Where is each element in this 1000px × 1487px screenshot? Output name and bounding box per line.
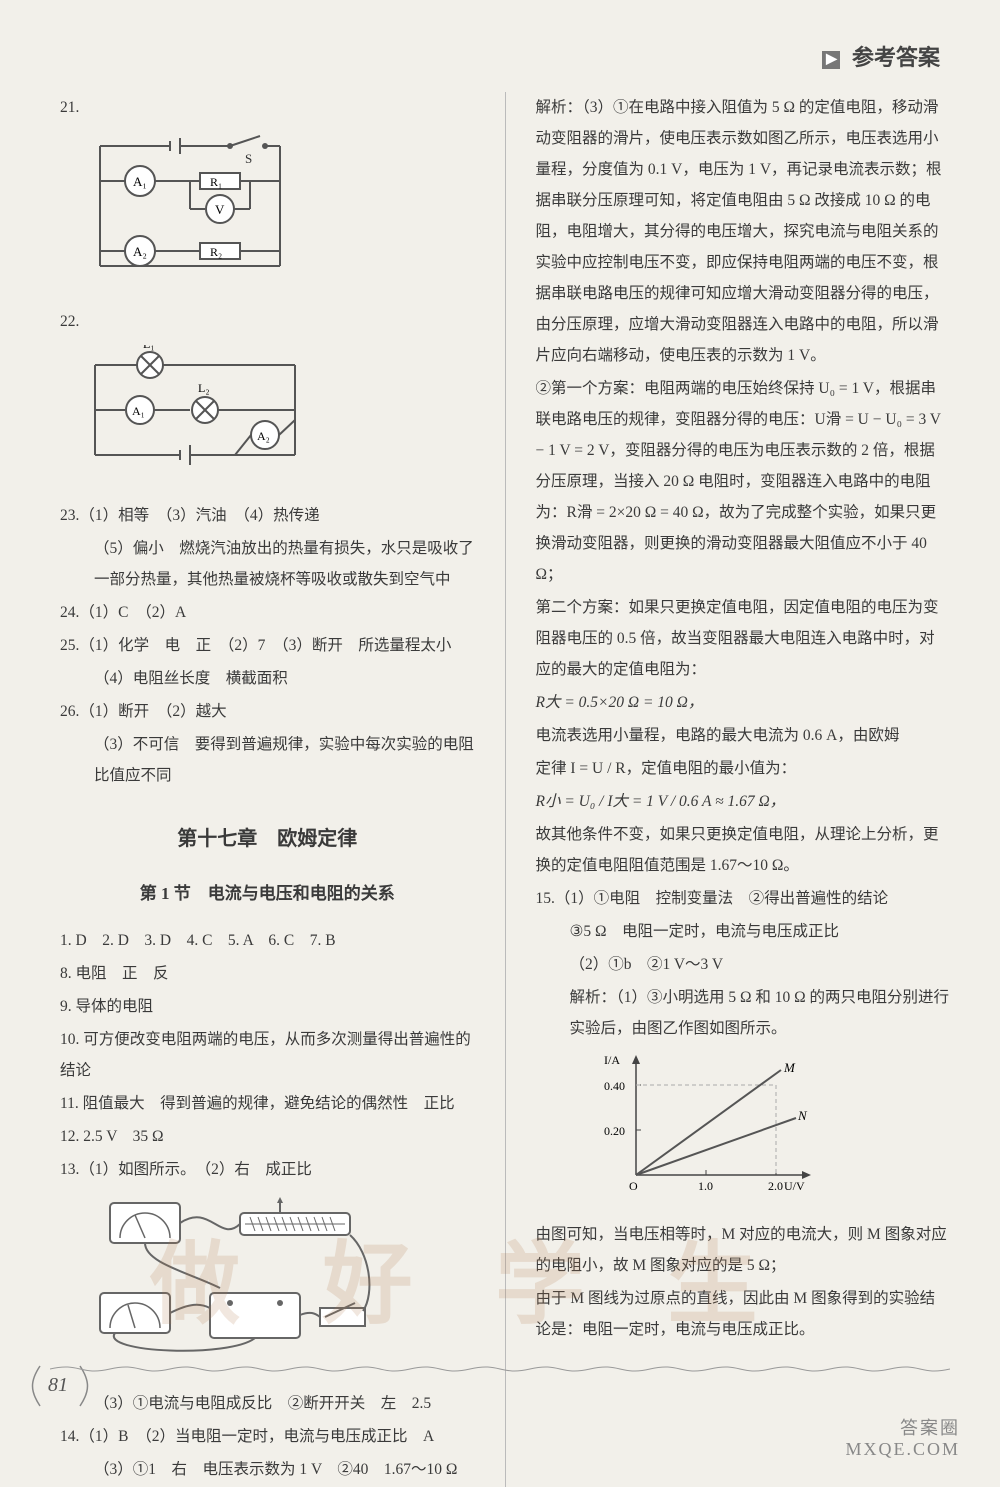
r-p5: 故其他条件不变，如果只更换定值电阻，从理论上分析，更换的定值电阻阻值范围是 1.…	[536, 819, 951, 881]
experiment-svg	[80, 1193, 380, 1363]
left-column: 21. S	[60, 92, 475, 1487]
r-a15a: 15.（1）①电阻 控制变量法 ②得出普遍性的结论	[536, 883, 951, 914]
r-a15d: 解析：（1）③小明选用 5 Ω 和 10 Ω 的两只电阻分别进行实验后，由图乙作…	[536, 982, 951, 1044]
circuit-22-svg: L₁ A₁ L₂ A₂	[80, 345, 310, 475]
r-p2: ②第一个方案：电阻两端的电压始终保持 U₀ = 1 V，根据串联电路电压的规律，…	[536, 373, 951, 590]
svg-text:1.0: 1.0	[698, 1179, 713, 1193]
svg-text:L₁: L₁	[143, 345, 155, 351]
column-separator	[505, 92, 506, 1487]
content-columns: 21. S	[60, 92, 950, 1487]
q24: 24.（1）C （2）A	[60, 597, 475, 628]
a1: 1. D 2. D 3. D 4. C 5. A 6. C 7. B	[60, 925, 475, 956]
watermark-line2: MXQE.COM	[845, 1439, 960, 1461]
a13c: （3）①电流与电阻成反比 ②断开开关 左 2.5	[60, 1388, 475, 1419]
svg-text:0.20: 0.20	[604, 1124, 625, 1138]
svg-text:0.40: 0.40	[604, 1079, 625, 1093]
a14b: （3）①1 右 电压表示数为 1 V ②40 1.67～10 Ω	[60, 1454, 475, 1485]
circuit-21: S A₁ R₁ V	[80, 131, 475, 292]
right-column: 解析：（3）①在电路中接入阻值为 5 Ω 的定值电阻，移动滑动变阻器的滑片，使电…	[536, 92, 951, 1487]
r-eq2b: R小 = U₀ / I大 = 1 V / 0.6 A ≈ 1.67 Ω，	[536, 786, 951, 817]
watermark-line1: 答案圈	[845, 1418, 960, 1440]
svg-text:R₁: R₁	[210, 175, 222, 189]
svg-text:A₂: A₂	[257, 429, 270, 443]
experiment-figure	[80, 1193, 475, 1374]
svg-text:L₂: L₂	[198, 381, 210, 395]
svg-text:2.0: 2.0	[768, 1179, 783, 1193]
r-eq1: R大 = 0.5×20 Ω = 10 Ω，	[536, 687, 951, 718]
a10: 10. 可方便改变电阻两端的电压，从而多次测量得出普遍性的结论	[60, 1024, 475, 1086]
header-title: 参考答案	[852, 45, 940, 70]
r-p3: 第二个方案：如果只更换定值电阻，因定值电阻的电压为变阻器电压的 0.5 倍，故当…	[536, 592, 951, 685]
q25: 25.（1）化学 电 正 （2）7 （3）断开 所选量程太小	[60, 630, 475, 661]
a11: 11. 阻值最大 得到普遍的规律，避免结论的偶然性 正比	[60, 1088, 475, 1119]
svg-text:A₁: A₁	[132, 404, 145, 418]
a12: 12. 2.5 V 35 Ω	[60, 1121, 475, 1152]
r-eq2a: 定律 I = U / R，定值电阻的最小值为：	[536, 753, 951, 784]
a14: 14.（1）B （2）当电阻一定时，电流与电压成正比 A	[60, 1421, 475, 1452]
section-title: 第 1 节 电流与电压和电阻的关系	[60, 877, 475, 911]
svg-text:A₂: A₂	[133, 244, 147, 259]
q25b: （4）电阻丝长度 横截面积	[60, 663, 475, 694]
q21-label: 21.	[60, 92, 475, 123]
svg-text:A₁: A₁	[133, 174, 147, 189]
q26b: （3）不可信 要得到普遍规律，实验中每次实验的电阻比值应不同	[60, 729, 475, 791]
circuit-21-svg: S A₁ R₁ V	[80, 131, 300, 281]
r-p4: 电流表选用小量程，电路的最大电流为 0.6 A，由欧姆	[536, 720, 951, 751]
q23: 23.（1）相等 （3）汽油 （4）热传递	[60, 500, 475, 531]
bottom-ornament	[50, 1362, 950, 1376]
chapter-title: 第十七章 欧姆定律	[60, 819, 475, 859]
r-a15c: （2）①b ②1 V～3 V	[536, 949, 951, 980]
svg-text:R₂: R₂	[210, 245, 222, 259]
r-p1: 解析：（3）①在电路中接入阻值为 5 Ω 的定值电阻，移动滑动变阻器的滑片，使电…	[536, 92, 951, 371]
q26: 26.（1）断开 （2）越大	[60, 696, 475, 727]
svg-text:M: M	[783, 1060, 796, 1075]
page-header: ▶ 参考答案	[60, 40, 950, 72]
svg-text:N: N	[797, 1108, 808, 1123]
a13: 13.（1）如图所示。 （2）右 成正比	[60, 1154, 475, 1185]
q23b: （5）偏小 燃烧汽油放出的热量有损失，水只是吸收了一部分热量，其他热量被烧杯等吸…	[60, 533, 475, 595]
watermark-small: 答案圈 MXQE.COM	[845, 1418, 960, 1461]
svg-text:U/V: U/V	[784, 1179, 805, 1193]
svg-text:V: V	[215, 202, 225, 217]
iv-graph-svg: 0.40 0.20 1.0 2.0 U/V I/A O M	[596, 1050, 816, 1200]
svg-text:S: S	[245, 151, 252, 166]
header-marker: ▶	[822, 51, 840, 69]
iv-graph: 0.40 0.20 1.0 2.0 U/V I/A O M	[596, 1050, 951, 1211]
svg-text:O: O	[629, 1179, 638, 1193]
r-p7: 由于 M 图线为过原点的直线，因此由 M 图象得到的实验结论是：电阻一定时，电流…	[536, 1283, 951, 1345]
q22-label: 22.	[60, 306, 475, 337]
a8: 8. 电阻 正 反	[60, 958, 475, 989]
r-a15b: ③5 Ω 电阻一定时，电流与电压成正比	[536, 916, 951, 947]
circuit-22: L₁ A₁ L₂ A₂	[80, 345, 475, 486]
a9: 9. 导体的电阻	[60, 991, 475, 1022]
page: ▶ 参考答案 21. S	[0, 0, 1000, 1471]
r-p6: 由图可知，当电压相等时，M 对应的电流大，则 M 图象对应的电阻小，故 M 图象…	[536, 1219, 951, 1281]
svg-text:I/A: I/A	[604, 1053, 620, 1067]
page-number-text: 81	[48, 1374, 68, 1396]
